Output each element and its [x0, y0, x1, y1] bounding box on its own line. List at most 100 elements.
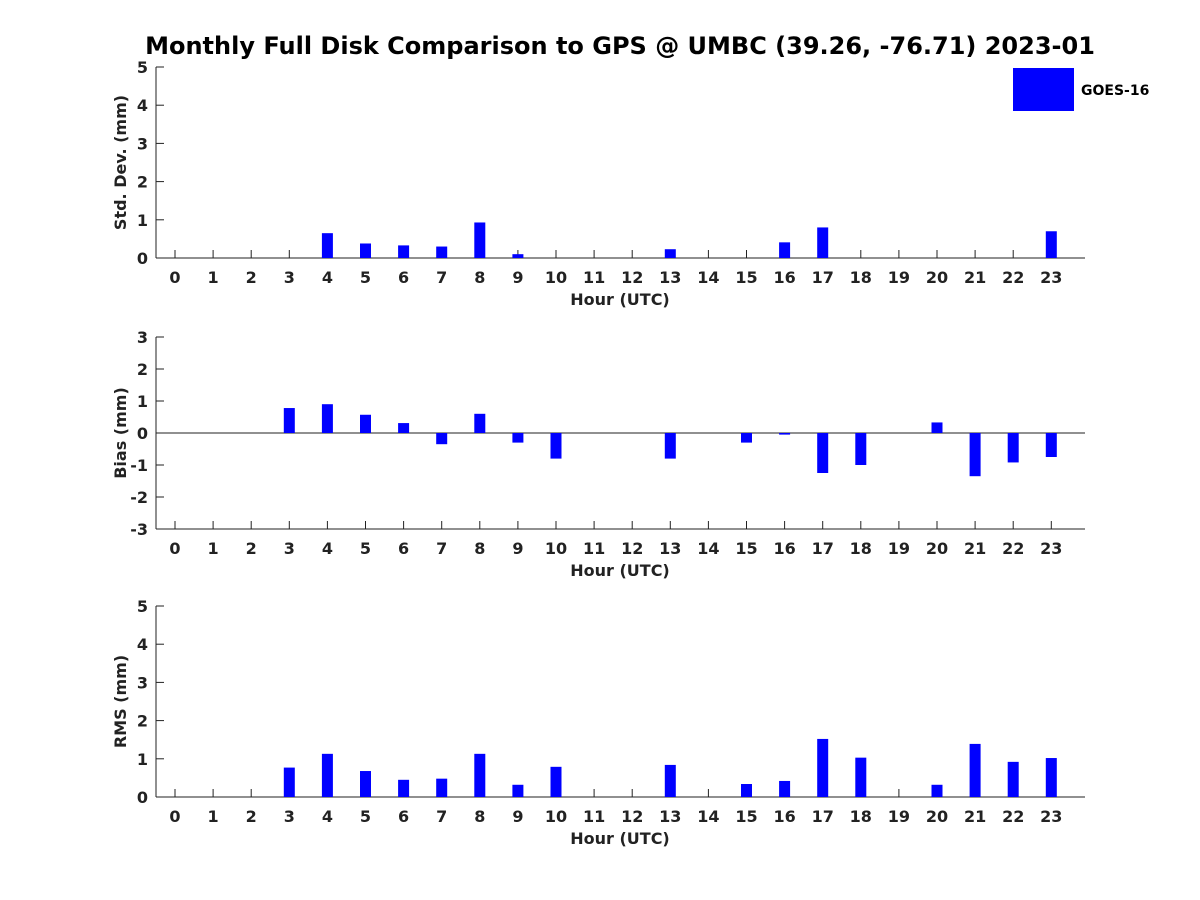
y-tick-label: -2 — [130, 488, 148, 507]
x-tick-label: 20 — [926, 268, 948, 287]
y-tick-label: 1 — [137, 392, 148, 411]
bar-bias-10 — [550, 433, 562, 459]
x-tick-label: 1 — [208, 539, 219, 558]
x-tick-label: 14 — [697, 268, 719, 287]
x-tick-label: 17 — [812, 539, 834, 558]
x-tick-label: 19 — [888, 539, 910, 558]
x-tick-label: 7 — [436, 268, 447, 287]
x-tick-label: 8 — [474, 539, 485, 558]
y-tick-label: 5 — [137, 597, 148, 616]
x-tick-label: 21 — [964, 539, 986, 558]
x-tick-label: 19 — [888, 807, 910, 826]
bar-std-dev-13 — [664, 249, 676, 258]
x-tick-label: 23 — [1040, 539, 1062, 558]
bar-bias-23 — [1045, 433, 1057, 457]
y-tick-label: 2 — [137, 712, 148, 731]
bar-std-dev-4 — [321, 233, 333, 258]
x-tick-label: 2 — [246, 268, 257, 287]
x-tick-label: 15 — [735, 539, 757, 558]
bar-bias-15 — [741, 433, 752, 443]
bar-rms-8 — [474, 753, 486, 797]
x-tick-label: 17 — [812, 268, 834, 287]
x-tick-label: 1 — [208, 807, 219, 826]
x-tick-label: 16 — [773, 807, 795, 826]
x-tick-label: 23 — [1040, 807, 1062, 826]
x-tick-label: 4 — [322, 539, 333, 558]
bar-rms-4 — [321, 753, 333, 797]
bar-std-dev-6 — [398, 245, 410, 258]
bar-bias-17 — [817, 433, 829, 473]
x-tick-label: 2 — [246, 539, 257, 558]
bar-bias-8 — [474, 413, 486, 433]
bar-bias-21 — [969, 433, 981, 477]
bar-bias-5 — [360, 414, 371, 433]
x-tick-label: 8 — [474, 268, 485, 287]
x-tick-label: 0 — [169, 807, 180, 826]
x-tick-label: 23 — [1040, 268, 1062, 287]
bar-bias-4 — [321, 404, 333, 433]
y-tick-label: -3 — [130, 520, 148, 539]
x-tick-label: 20 — [926, 539, 948, 558]
x-tick-label: 18 — [850, 539, 872, 558]
x-tick-label: 9 — [512, 807, 523, 826]
y-axis-label: Std. Dev. (mm) — [111, 95, 130, 230]
y-tick-label: 2 — [137, 360, 148, 379]
legend-label-goes-16: GOES-16 — [1081, 83, 1149, 99]
y-tick-label: 3 — [137, 328, 148, 347]
y-tick-label: -1 — [130, 456, 148, 475]
x-tick-label: 13 — [659, 268, 681, 287]
y-tick-label: 4 — [137, 635, 148, 654]
x-tick-label: 21 — [964, 268, 986, 287]
x-tick-label: 22 — [1002, 539, 1024, 558]
y-tick-label: 3 — [137, 673, 148, 692]
y-tick-label: 3 — [137, 134, 148, 153]
x-tick-label: 8 — [474, 807, 485, 826]
bar-std-dev-7 — [436, 246, 448, 258]
x-tick-label: 18 — [850, 807, 872, 826]
x-tick-label: 2 — [246, 807, 257, 826]
x-tick-label: 14 — [697, 807, 719, 826]
bar-bias-16 — [779, 433, 791, 435]
legend-swatch-goes-16 — [1013, 68, 1074, 111]
bar-rms-16 — [779, 780, 791, 797]
bar-rms-18 — [855, 757, 867, 797]
x-tick-label: 15 — [735, 807, 757, 826]
x-tick-label: 11 — [583, 807, 605, 826]
x-tick-label: 12 — [621, 268, 643, 287]
bar-rms-15 — [741, 784, 752, 797]
bar-rms-3 — [283, 767, 295, 797]
bar-std-dev-9 — [512, 254, 524, 258]
x-tick-label: 11 — [583, 539, 605, 558]
y-tick-label: 1 — [137, 750, 148, 769]
x-tick-label: 5 — [360, 268, 371, 287]
x-tick-label: 13 — [659, 539, 681, 558]
bar-std-dev-8 — [474, 222, 486, 258]
chart-title: Monthly Full Disk Comparison to GPS @ UM… — [145, 32, 1095, 60]
x-tick-label: 7 — [436, 807, 447, 826]
x-tick-label: 7 — [436, 539, 447, 558]
x-tick-label: 0 — [169, 268, 180, 287]
bar-bias-22 — [1007, 433, 1019, 463]
x-tick-label: 12 — [621, 539, 643, 558]
x-tick-label: 11 — [583, 268, 605, 287]
bar-rms-17 — [817, 738, 829, 797]
bar-rms-23 — [1045, 758, 1057, 797]
x-tick-label: 12 — [621, 807, 643, 826]
x-tick-label: 22 — [1002, 268, 1024, 287]
bar-rms-5 — [360, 771, 371, 797]
x-axis-label: Hour (UTC) — [570, 290, 670, 309]
legend: GOES-16 — [1013, 68, 1149, 111]
x-tick-label: 5 — [360, 807, 371, 826]
x-axis-label: Hour (UTC) — [570, 829, 670, 848]
bar-rms-21 — [969, 743, 981, 797]
bar-bias-9 — [512, 433, 524, 443]
y-axis-label: RMS (mm) — [111, 655, 130, 748]
x-tick-label: 6 — [398, 268, 409, 287]
x-tick-label: 9 — [512, 268, 523, 287]
x-axis-label: Hour (UTC) — [570, 561, 670, 580]
bar-rms-20 — [931, 784, 943, 797]
